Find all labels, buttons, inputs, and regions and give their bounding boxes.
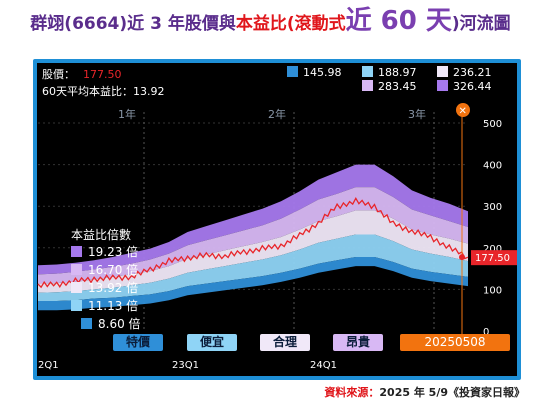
band-swatch <box>437 80 448 91</box>
y-tick-label: 500 <box>483 119 502 130</box>
pe-swatch <box>71 300 82 311</box>
band-legend-item: 326.44 <box>437 80 492 93</box>
current-price-tag <box>471 250 517 266</box>
pe-swatch <box>71 246 82 257</box>
pe-label: 11.13 倍 <box>88 299 139 313</box>
pe-label: 19.23 倍 <box>88 245 139 259</box>
period-label: 3年 <box>408 107 426 121</box>
pe-band <box>38 234 468 302</box>
title-part-2: 本益比(滾動式 <box>235 14 346 34</box>
pe-band <box>38 187 468 284</box>
pe-band <box>38 164 468 275</box>
band-legend-item: 283.45 <box>362 80 417 93</box>
pe-label: 16.70 倍 <box>88 263 139 277</box>
band-value: 283.45 <box>378 80 417 93</box>
pe-band <box>38 256 468 311</box>
y-tick-label: 0 <box>483 327 489 338</box>
band-value: 188.97 <box>378 66 417 79</box>
pe-label: 13.92 倍 <box>88 281 139 295</box>
pe-swatch <box>81 318 92 329</box>
band-swatch <box>362 80 373 91</box>
reasonable-button[interactable]: 合理 <box>260 334 310 351</box>
period-label: 2年 <box>268 107 286 121</box>
date-button[interactable]: 20250508 <box>400 334 510 351</box>
y-tick-label: 400 <box>483 161 502 172</box>
band-legend-item: 145.98 <box>287 66 342 79</box>
pe-legend-item: 8.60 倍 <box>81 315 141 332</box>
band-value: 326.44 <box>453 80 492 93</box>
cheap-button[interactable]: 特價 <box>113 334 163 351</box>
price-line <box>37 196 469 289</box>
price-label: 股價： <box>42 68 75 81</box>
chart-title: 群翊(6664)近 3 年股價與本益比(滾動式近 60 天)河流圖 <box>0 8 541 37</box>
fair-low-button[interactable]: 便宜 <box>187 334 237 351</box>
source-label: 資料來源： <box>324 386 380 399</box>
current-price-text: 177.50 <box>475 253 510 264</box>
band-value: 145.98 <box>303 66 342 79</box>
current-price-dot <box>459 254 465 261</box>
band-swatch <box>362 66 373 77</box>
y-tick-label: 300 <box>483 202 502 213</box>
band-value: 236.21 <box>453 66 492 79</box>
x-tick-label: 23Q1 <box>172 360 199 371</box>
pe-band <box>38 210 468 293</box>
pe-legend-title: 本益比倍數 <box>71 228 132 242</box>
pe-swatch <box>71 264 82 275</box>
pe-multiple-legend: 本益比倍數 19.23 倍 16.70 倍 13.92 倍 11.13 倍 8.60 倍 <box>61 224 179 332</box>
source-note: 資料來源：2025 年 5/9《投資家日報》 <box>324 384 525 400</box>
y-tick-label: 200 <box>483 244 502 255</box>
pe-average-label: 60天平均本益比：13.92 <box>42 85 165 98</box>
band-legend-item: 236.21 <box>437 66 492 79</box>
band-swatch <box>437 66 448 77</box>
pe-legend-item: 19.23 倍 <box>71 243 138 260</box>
band-swatch <box>287 66 298 77</box>
price-value: 177.50 <box>83 68 122 81</box>
title-part-4: )河流圖 <box>451 14 511 34</box>
x-tick-label: 2Q1 <box>38 360 59 371</box>
pe-legend-item: 11.13 倍 <box>71 297 138 314</box>
period-label: 1年 <box>118 107 136 121</box>
expensive-button[interactable]: 昂貴 <box>333 334 383 351</box>
title-part-1: 群翊(6664)近 3 年股價與 <box>30 14 236 34</box>
pe-label: 8.60 倍 <box>98 317 141 331</box>
source-text: 2025 年 5/9《投資家日報》 <box>379 386 525 399</box>
band-legend-item: 188.97 <box>362 66 417 79</box>
pe-swatch <box>71 282 82 293</box>
title-part-3: 近 60 天 <box>345 6 452 36</box>
x-tick-label: 24Q1 <box>310 360 337 371</box>
close-icon <box>456 103 470 117</box>
pe-legend-item: 16.70 倍 <box>71 261 138 278</box>
close-icon-glyph: ✕ <box>459 106 467 117</box>
price-readout: 股價： 177.50 <box>42 66 122 82</box>
pe-legend-item: 13.92 倍 <box>71 279 138 296</box>
y-tick-label: 100 <box>483 285 502 296</box>
